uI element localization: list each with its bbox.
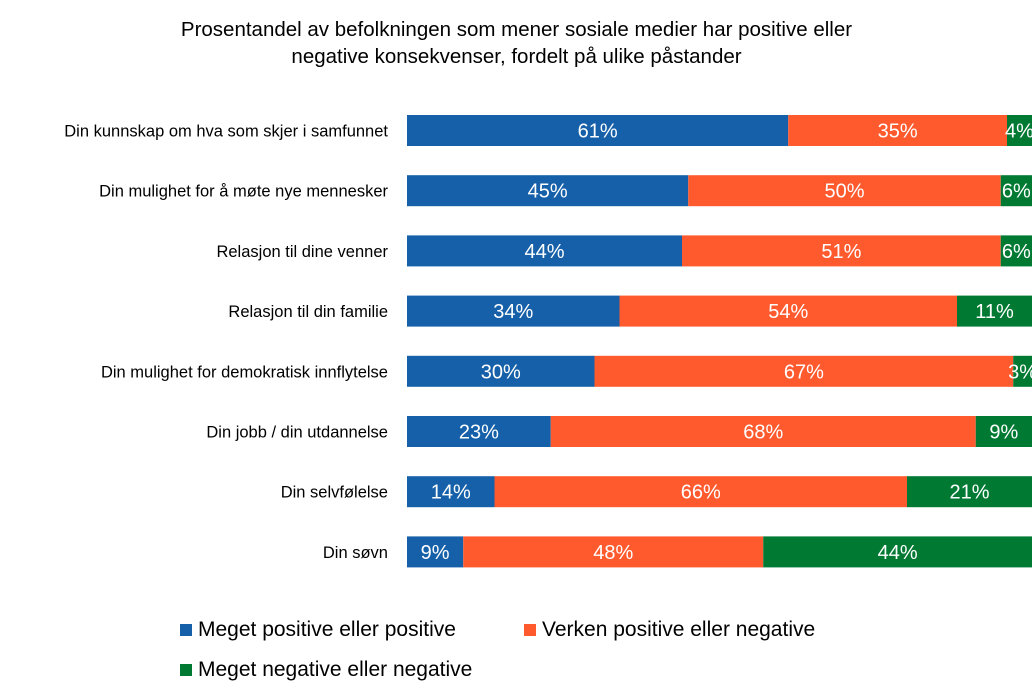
chart-title-line-1: Prosentandel av befolkningen som mener s…	[180, 18, 853, 41]
data-label-positive: 14%	[431, 482, 471, 504]
bar-segment-neutral	[463, 536, 764, 568]
category-label: Din mulighet for demokratisk innflytelse	[101, 363, 388, 381]
category-label: Din søvn	[323, 544, 388, 562]
chart-title-line-2: negative konsekvenser, fordelt på ulike …	[291, 45, 742, 68]
legend-swatch-negative	[180, 664, 192, 676]
data-label-negative: 44%	[878, 542, 918, 564]
legend-item-neutral: Verken positive eller negative	[524, 618, 815, 642]
data-label-positive: 23%	[459, 422, 499, 444]
bar-segment-neutral	[594, 355, 1014, 387]
bar-segment-positive	[407, 295, 620, 327]
bar-segment-negative	[1000, 235, 1032, 267]
bar-segment-positive	[407, 536, 464, 568]
data-label-neutral: 51%	[821, 241, 861, 263]
category-label: Din jobb / din utdannelse	[206, 424, 388, 442]
legend-item-positive: Meget positive eller positive	[180, 618, 456, 642]
bar-segment-neutral	[688, 175, 1001, 207]
bar-segment-neutral	[682, 235, 1001, 267]
category-label: Relasjon til din familie	[228, 303, 388, 321]
legend-swatch-neutral	[524, 624, 536, 636]
legend-label-positive: Meget positive eller positive	[198, 618, 456, 641]
bar-segment-positive	[407, 175, 689, 207]
data-label-negative: 11%	[975, 301, 1014, 323]
legend-swatch-positive	[180, 624, 192, 636]
bar-segment-negative	[907, 476, 1032, 508]
legend-label-negative: Meget negative eller negative	[198, 658, 473, 681]
bar-segment-positive	[407, 355, 595, 387]
bar-segment-positive	[407, 476, 495, 508]
data-label-positive: 44%	[524, 241, 564, 263]
legend-item-negative: Meget negative eller negative	[180, 658, 472, 682]
data-label-positive: 30%	[481, 361, 521, 383]
bar-segment-negative	[957, 295, 1032, 327]
stacked-bar-chart: Din kunnskap om hva som skjer i samfunne…	[64, 115, 1033, 568]
data-label-positive: 34%	[493, 301, 533, 323]
bar-segment-neutral	[788, 115, 1007, 146]
data-label-negative: 4%	[1005, 121, 1033, 143]
bar-segment-neutral	[619, 295, 957, 327]
category-label: Din selvfølelse	[281, 484, 388, 502]
data-label-neutral: 50%	[824, 181, 864, 203]
category-label: Din mulighet for å møte nye mennesker	[99, 183, 388, 201]
data-label-negative: 9%	[989, 422, 1018, 444]
data-label-neutral: 35%	[878, 121, 918, 143]
bar-segment-negative	[763, 536, 1032, 568]
bar-segment-negative	[1013, 355, 1032, 387]
data-label-negative: 3%	[1008, 361, 1033, 383]
data-label-negative: 6%	[1002, 241, 1031, 263]
bar-segment-positive	[407, 235, 682, 267]
legend-label-neutral: Verken positive eller negative	[542, 618, 816, 641]
data-label-negative: 21%	[949, 482, 989, 504]
data-label-negative: 6%	[1002, 181, 1031, 203]
bar-segment-negative	[1007, 115, 1032, 146]
data-label-neutral: 67%	[784, 361, 824, 383]
category-label: Relasjon til dine venner	[216, 243, 388, 261]
data-label-neutral: 48%	[593, 542, 633, 564]
bar-segment-positive	[407, 115, 789, 146]
data-label-positive: 45%	[528, 181, 568, 203]
bar-segment-positive	[407, 416, 551, 447]
bar-segment-neutral	[550, 416, 976, 447]
data-label-neutral: 66%	[681, 482, 721, 504]
category-label: Din kunnskap om hva som skjer i samfunne…	[64, 123, 388, 141]
data-label-positive: 9%	[421, 542, 450, 564]
data-label-neutral: 54%	[768, 301, 808, 323]
data-label-neutral: 68%	[743, 422, 783, 444]
data-label-positive: 61%	[578, 121, 618, 143]
bar-segment-negative	[975, 416, 1032, 447]
chart-title: Prosentandel av befolkningen som mener s…	[0, 16, 1033, 70]
bar-segment-negative	[1000, 175, 1032, 207]
bar-segment-neutral	[494, 476, 907, 508]
